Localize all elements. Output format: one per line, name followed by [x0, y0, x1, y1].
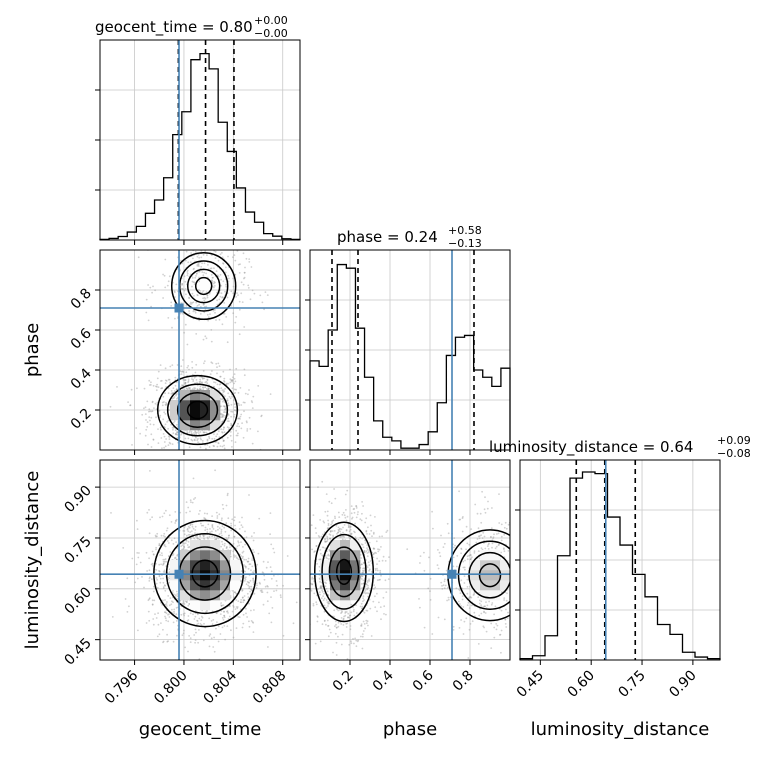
xlabel-luminosity-distance: luminosity_distance: [531, 719, 710, 740]
xtick-label-geocent_time-2: 0.804: [200, 667, 240, 707]
title-geocent-time-minus: −0.00: [254, 27, 288, 40]
axes-frame-0-2: [99, 459, 301, 661]
title-phase-plus: +0.58: [448, 224, 482, 237]
hist-step-geocent_time: [99, 53, 301, 241]
density-cells-phase/luminosity_distance: [320, 540, 510, 611]
contour-level-0-2: [321, 533, 367, 610]
hist-grid-phase: [305, 250, 510, 450]
xtick-label-luminosity_distance-2: 0.75: [616, 668, 649, 701]
truth-marker-phase/luminosity_distance: [447, 569, 457, 579]
axes-frame-2-2: [519, 459, 721, 661]
title-geocent-time-plus: +0.00: [254, 14, 288, 27]
xtick-label-luminosity_distance-3: 0.90: [666, 668, 699, 701]
density-cells-geocent_time/luminosity_distance: [170, 540, 241, 611]
xtick-label-phase-1: 0.4: [370, 667, 397, 694]
xlabel-phase: phase: [383, 719, 437, 740]
contour-level-1-0: [194, 276, 213, 296]
title-luminosity-distance: luminosity_distance = 0.64: [489, 438, 693, 457]
contour-level-0-1: [328, 546, 360, 598]
axes-frame-1-1: [309, 249, 511, 451]
contours-geocent_time/phase: [156, 251, 239, 446]
density-phase/luminosity_distance: [310, 480, 510, 660]
contour-level-0-0: [186, 400, 209, 420]
contour-level-0-3: [313, 521, 375, 623]
axes-frame-0-0: [99, 39, 301, 241]
title-phase: phase = 0.24: [337, 228, 438, 246]
title-luminosity-distance-minus: −0.08: [717, 447, 751, 460]
contour-level-1-1: [186, 268, 221, 304]
contour-level-1-3: [170, 251, 237, 321]
contour-level-0-1: [176, 392, 219, 428]
density-geocent_time/luminosity_distance: [110, 469, 298, 660]
xtick-label-phase-3: 0.8: [450, 668, 477, 695]
contour-level-1-1: [468, 551, 510, 599]
contour-level-1-0: [478, 563, 502, 588]
ytick-label-luminosity_distance-2: 0.75: [61, 533, 94, 566]
contours-phase/luminosity_distance: [313, 521, 510, 623]
contour-level-0-2: [166, 383, 229, 437]
title-phase-minus: −0.13: [448, 237, 482, 250]
ylabel-luminosity-distance: luminosity_distance: [22, 471, 43, 650]
density-geocent_time/phase: [109, 250, 272, 450]
ytick-label-luminosity_distance-0: 0.45: [61, 635, 94, 668]
contour-level-0-0: [335, 558, 353, 586]
hist-step-luminosity_distance: [519, 471, 721, 660]
axes-frame-0-1: [99, 249, 301, 451]
ytick-label-phase-0: 0.2: [68, 406, 95, 433]
xtick-label-phase-0: 0.2: [330, 668, 357, 695]
ytick-label-phase-2: 0.6: [68, 325, 95, 352]
title-luminosity-distance-plus: +0.09: [717, 434, 751, 447]
truth-marker-geocent_time/phase: [174, 303, 184, 313]
hist-step-phase: [309, 263, 511, 450]
scatter-points-geocent_time/phase: [109, 250, 272, 450]
title-geocent-time: geocent_time = 0.80: [95, 18, 253, 37]
xtick-label-geocent_time-1: 0.800: [151, 668, 191, 708]
hist-grid-geocent_time: [95, 40, 300, 240]
xtick-label-luminosity_distance-1: 0.60: [565, 668, 598, 701]
ylabel-phase: phase: [22, 323, 43, 377]
hist-grid-luminosity_distance: [515, 460, 720, 660]
truth-marker-geocent_time/luminosity_distance: [174, 569, 184, 579]
xtick-label-geocent_time-0: 0.796: [102, 667, 142, 707]
contour-level-0-3: [156, 374, 239, 446]
xtick-label-phase-2: 0.6: [410, 667, 437, 694]
ytick-label-luminosity_distance-3: 0.90: [61, 483, 94, 516]
xlabel-geocent-time: geocent_time: [139, 719, 262, 740]
xtick-label-luminosity_distance-0: 0.45: [514, 668, 547, 701]
ytick-label-phase-3: 0.8: [68, 286, 95, 313]
ytick-label-phase-1: 0.4: [68, 365, 95, 392]
ytick-label-luminosity_distance-1: 0.60: [61, 584, 94, 617]
contour-level-1-2: [457, 540, 510, 610]
xtick-label-geocent_time-3: 0.808: [250, 668, 290, 708]
axes-frame-1-2: [309, 459, 511, 661]
